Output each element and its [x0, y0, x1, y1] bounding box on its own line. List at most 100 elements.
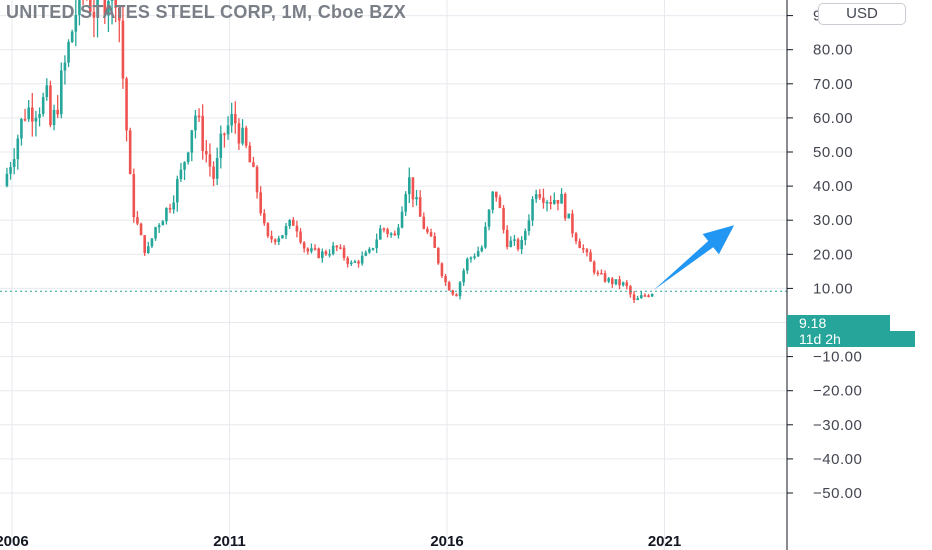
candle-up: [404, 194, 407, 212]
candle-up: [215, 157, 219, 179]
candle-up: [27, 107, 30, 120]
candle-down: [263, 213, 266, 224]
candle-down: [538, 194, 542, 198]
price-tick-label: −40.00: [813, 451, 862, 468]
projection-arrow: [653, 225, 735, 291]
candle-up: [524, 231, 527, 241]
candle-up: [400, 211, 404, 228]
candle-down: [335, 245, 339, 248]
candle-down: [422, 216, 426, 229]
price-tick-label: 40.00: [813, 178, 853, 195]
candle-down: [103, 0, 107, 16]
time-axis[interactable]: 2006 2011 2016 2021: [0, 533, 681, 550]
candle-down: [89, 0, 92, 12]
candle-down: [549, 202, 552, 204]
candle-up: [360, 255, 364, 264]
candle-up: [545, 202, 549, 204]
price-tick-label: −10.00: [813, 349, 862, 366]
candle-up: [154, 227, 157, 239]
candle-down: [324, 251, 328, 255]
candle-up: [45, 85, 49, 98]
candle-up: [321, 251, 324, 258]
candle-down: [56, 109, 59, 115]
candle-up: [331, 245, 335, 254]
candle-down: [429, 232, 433, 237]
candle-up: [353, 261, 357, 263]
candles-layer: [5, 0, 654, 304]
time-tick-label: 2011: [213, 533, 246, 550]
candle-down: [92, 11, 96, 18]
candle-up: [513, 239, 516, 241]
candle-down: [618, 279, 621, 286]
candle-down: [136, 217, 139, 224]
candle-down: [244, 127, 248, 146]
price-axis[interactable]: 90.0080.0070.0060.0050.0040.0030.0020.00…: [787, 8, 862, 502]
candle-down: [596, 272, 600, 275]
candle-down: [273, 239, 277, 242]
candle-up: [107, 0, 110, 16]
candle-up: [531, 199, 534, 221]
candle-up: [110, 0, 114, 1]
candle-down: [603, 273, 607, 282]
candle-down: [201, 116, 204, 152]
candle-down: [339, 247, 342, 249]
price-tick-label: 60.00: [813, 110, 853, 127]
candle-down: [542, 197, 545, 203]
candle-up: [491, 191, 494, 210]
candle-up: [41, 97, 45, 115]
candle-up: [186, 152, 190, 163]
candle-up: [78, 0, 81, 15]
candle-up: [534, 194, 538, 200]
candle-up: [281, 235, 284, 239]
candle-down: [31, 107, 34, 122]
candle-down: [270, 236, 273, 240]
candle-down: [346, 257, 349, 264]
candle-up: [165, 207, 168, 222]
candle-up: [12, 159, 16, 168]
candle-down: [447, 282, 451, 291]
candle-down: [600, 273, 603, 275]
candle-down: [632, 294, 636, 300]
candle-up: [389, 233, 393, 236]
candle-up: [350, 262, 353, 264]
candle-up: [375, 239, 378, 249]
candle-down: [455, 294, 458, 297]
price-tick-label: −50.00: [813, 485, 862, 502]
candle-up: [476, 251, 480, 257]
candle-down: [168, 207, 172, 210]
candle-down: [589, 252, 592, 262]
candle-down: [357, 261, 360, 264]
candle-down: [418, 197, 422, 217]
candle-down: [578, 241, 581, 249]
candle-up: [469, 257, 473, 260]
candle-up: [179, 169, 183, 180]
candle-down: [556, 200, 560, 204]
candle-up: [96, 0, 99, 18]
candle-down: [223, 133, 226, 136]
candle-up: [560, 193, 563, 204]
candle-up: [190, 130, 194, 153]
candle-down: [299, 231, 302, 243]
candle-up: [408, 177, 411, 195]
candle-up: [607, 278, 610, 282]
candle-down: [571, 213, 574, 234]
candle-up: [226, 125, 230, 135]
time-tick-label: 2021: [648, 533, 681, 550]
candle-up: [621, 282, 625, 286]
candle-up: [52, 109, 56, 126]
candle-up: [161, 221, 165, 226]
candle-down: [625, 282, 629, 287]
last-price-label: 9.18: [787, 315, 890, 331]
candle-down: [563, 193, 567, 219]
candle-up: [20, 119, 23, 139]
candle-up: [487, 209, 491, 227]
currency-button[interactable]: USD: [818, 3, 906, 25]
candle-down: [643, 295, 647, 297]
candle-up: [60, 70, 63, 115]
price-tick-label: 80.00: [813, 42, 853, 59]
candle-up: [368, 248, 371, 253]
candle-down: [237, 123, 241, 144]
candle-down: [574, 233, 578, 242]
candle-down: [49, 85, 52, 126]
